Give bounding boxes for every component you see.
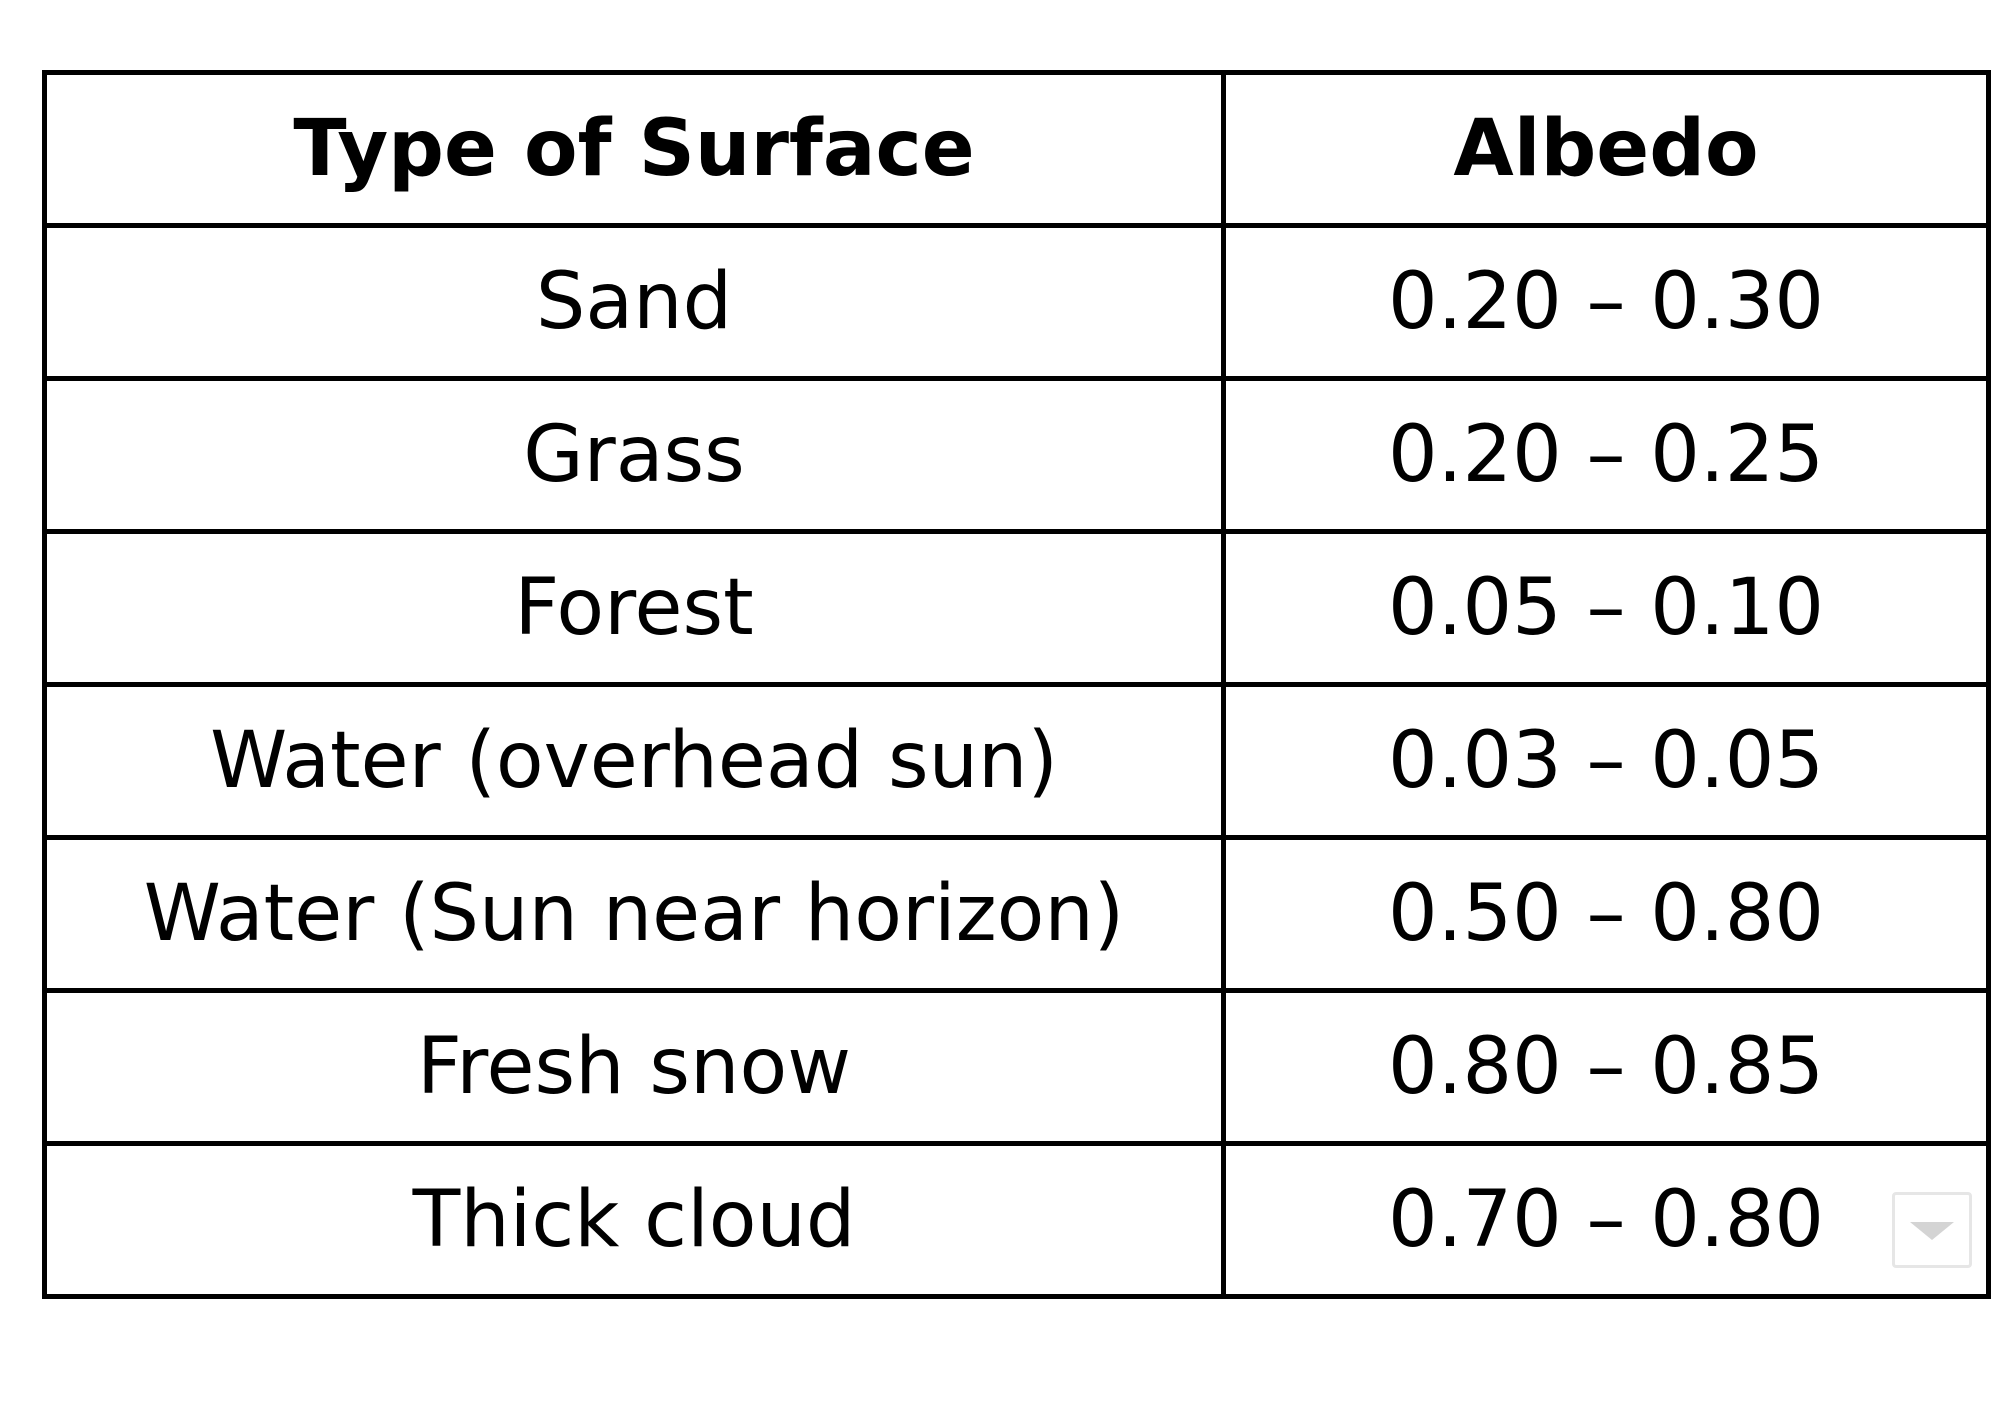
surface-cell: Fresh snow [42,988,1226,1146]
surface-cell: Thick cloud [42,1141,1226,1299]
albedo-value: 0.70 – 0.80 [1388,1175,1824,1265]
header-row: Type of Surface Albedo [42,70,1991,228]
table-row: Grass 0.20 – 0.25 [42,376,1991,534]
albedo-cell: 0.05 – 0.10 [1221,529,1991,687]
albedo-cell: 0.20 – 0.25 [1221,376,1991,534]
surface-cell: Sand [42,223,1226,381]
chevron-down-icon[interactable] [1892,1192,1972,1268]
albedo-cell: 0.20 – 0.30 [1221,223,1991,381]
surface-cell: Water (overhead sun) [42,682,1226,840]
table-row: Sand 0.20 – 0.30 [42,223,1991,381]
albedo-cell-last: 0.70 – 0.80 [1221,1141,1991,1299]
header-type-of-surface: Type of Surface [42,70,1226,228]
surface-cell: Water (Sun near horizon) [42,835,1226,993]
surface-cell: Forest [42,529,1226,687]
table-row: Water (Sun near horizon) 0.50 – 0.80 [42,835,1991,993]
albedo-cell: 0.80 – 0.85 [1221,988,1991,1146]
albedo-table: Type of Surface Albedo Sand 0.20 – 0.30 … [42,70,1991,1299]
surface-cell: Grass [42,376,1226,534]
table-row: Water (overhead sun) 0.03 – 0.05 [42,682,1991,840]
table-row: Forest 0.05 – 0.10 [42,529,1991,687]
header-albedo: Albedo [1221,70,1991,228]
table-row: Fresh snow 0.80 – 0.85 [42,988,1991,1146]
table-row: Thick cloud 0.70 – 0.80 [42,1141,1991,1299]
albedo-table-container: Type of Surface Albedo Sand 0.20 – 0.30 … [42,70,1991,1299]
dropdown-triangle [1910,1222,1954,1240]
albedo-cell: 0.50 – 0.80 [1221,835,1991,993]
albedo-cell: 0.03 – 0.05 [1221,682,1991,840]
